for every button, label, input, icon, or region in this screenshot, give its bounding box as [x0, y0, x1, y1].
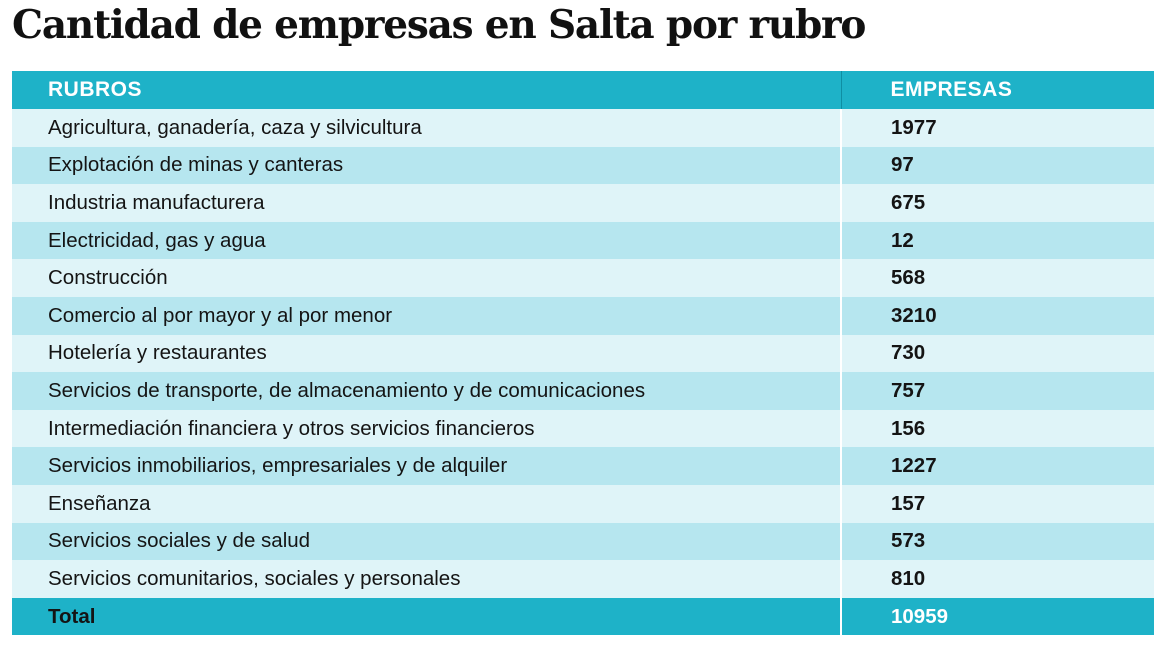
table-row: Construcción 568: [12, 259, 1154, 297]
empresas-cell: 12: [841, 221, 1154, 260]
empresas-cell: 675: [841, 184, 1154, 222]
table-row: Industria manufacturera 675: [12, 184, 1154, 222]
table-row: Servicios sociales y de salud 573: [12, 522, 1154, 561]
empresas-cell: 1977: [841, 109, 1154, 147]
empresas-cell: 156: [841, 409, 1154, 448]
table-row: Servicios comunitarios, sociales y perso…: [12, 560, 1154, 598]
table-row: Electricidad, gas y agua 12: [12, 221, 1154, 260]
rubro-cell: Servicios sociales y de salud: [12, 522, 842, 561]
table-row: Agricultura, ganadería, caza y silvicult…: [12, 109, 1154, 147]
total-label: Total: [12, 597, 842, 636]
rubro-cell: Explotación de minas y canteras: [12, 146, 842, 185]
empresas-cell: 157: [841, 484, 1154, 523]
header-rubros: RUBROS: [12, 71, 842, 109]
empresas-cell: 573: [841, 522, 1154, 561]
empresas-cell: 757: [841, 372, 1154, 410]
table-row: Enseñanza 157: [12, 484, 1154, 523]
rubro-cell: Hotelería y restaurantes: [12, 334, 842, 373]
table-row: Comercio al por mayor y al por menor 3210: [12, 296, 1154, 335]
table-body: Agricultura, ganadería, caza y silvicult…: [12, 109, 1154, 598]
table-header-row: RUBROS EMPRESAS: [12, 71, 1154, 109]
empresas-cell: 810: [841, 560, 1154, 598]
chart-title: Cantidad de empresas en Salta por rubro: [12, 2, 866, 48]
table-row: Explotación de minas y canteras 97: [12, 146, 1154, 185]
rubro-cell: Servicios de transporte, de almacenamien…: [12, 372, 842, 410]
empresas-cell: 3210: [841, 296, 1154, 335]
rubro-cell: Servicios comunitarios, sociales y perso…: [12, 560, 842, 598]
empresas-cell: 730: [841, 334, 1154, 373]
empresas-cell: 97: [841, 146, 1154, 185]
table-row: Servicios de transporte, de almacenamien…: [12, 372, 1154, 410]
table-row: Intermediación financiera y otros servic…: [12, 409, 1154, 448]
rubro-cell: Agricultura, ganadería, caza y silvicult…: [12, 109, 842, 147]
rubro-cell: Comercio al por mayor y al por menor: [12, 296, 842, 335]
rubro-cell: Construcción: [12, 259, 842, 297]
table-row: Servicios inmobiliarios, empresariales y…: [12, 447, 1154, 485]
rubro-cell: Enseñanza: [12, 484, 842, 523]
total-row: Total 10959: [12, 597, 1154, 636]
table-row: Hotelería y restaurantes 730: [12, 334, 1154, 373]
total-value: 10959: [841, 597, 1154, 636]
rubro-cell: Industria manufacturera: [12, 184, 842, 222]
rubro-cell: Intermediación financiera y otros servic…: [12, 409, 842, 448]
rubro-cell: Electricidad, gas y agua: [12, 221, 842, 260]
rubro-cell: Servicios inmobiliarios, empresariales y…: [12, 447, 842, 485]
empresas-cell: 1227: [841, 447, 1154, 485]
empresas-cell: 568: [841, 259, 1154, 297]
header-empresas: EMPRESAS: [841, 71, 1154, 109]
companies-table: RUBROS EMPRESAS Agricultura, ganadería, …: [12, 71, 1154, 636]
